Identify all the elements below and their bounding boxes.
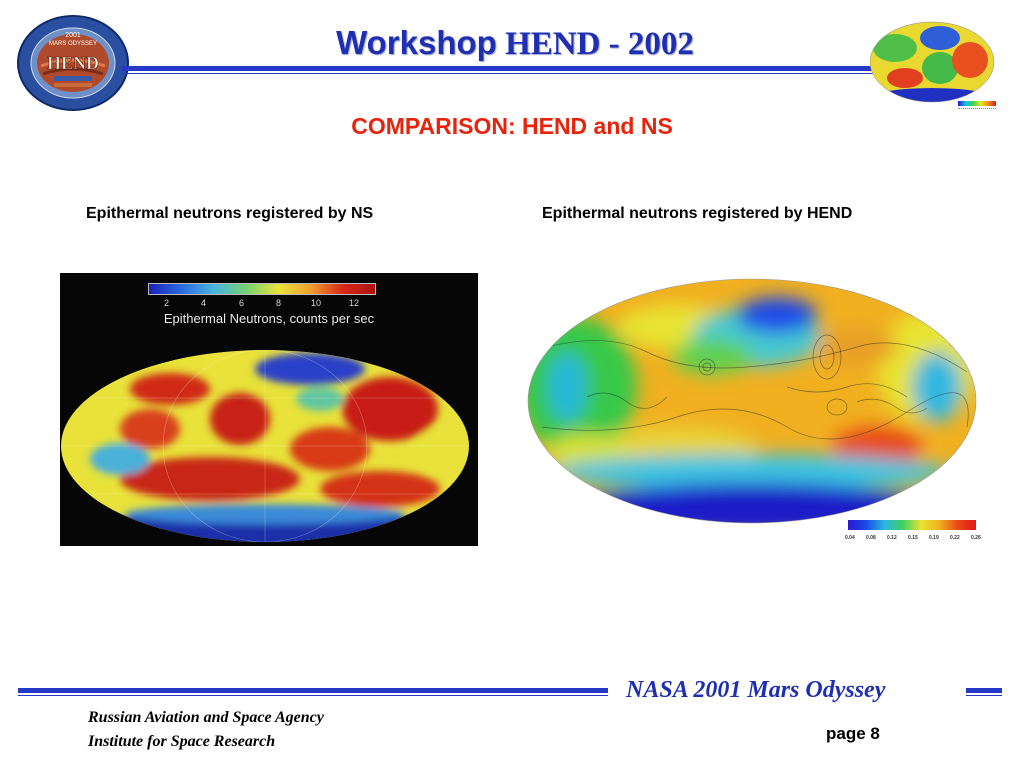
hend-tick: 0.12 <box>887 535 897 541</box>
title-rest: HEND - 2002 <box>505 26 694 62</box>
ns-tick: 8 <box>276 298 282 308</box>
page-number: page 8 <box>826 724 880 743</box>
mission-name: NASA 2001 Mars Odyssey <box>626 677 886 703</box>
hend-tick: 0.22 <box>950 535 960 541</box>
footer-rule-right-thin <box>966 695 1002 696</box>
hend-caption: Epithermal neutrons registered by HEND <box>542 205 853 222</box>
hend-tick: 0.08 <box>866 535 876 541</box>
thumbnail-colorbar <box>958 101 996 106</box>
ns-tick: 10 <box>311 298 322 308</box>
hend-tick: 0.15 <box>908 535 918 541</box>
ns-tick: 4 <box>201 298 207 308</box>
ns-tick: 2 <box>164 298 170 308</box>
hend-colorbar-ticks: 0.04 0.08 0.12 0.15 0.19 0.22 0.26 <box>844 535 984 543</box>
hend-map <box>527 278 977 524</box>
ns-colorbar-ticks: 2 4 6 8 10 12 <box>148 298 374 310</box>
header-rule <box>122 66 874 71</box>
logo-text-mission: MARS ODYSSEY <box>49 41 97 47</box>
hend-colorbar <box>848 520 976 530</box>
logo-text-hend: HEND <box>47 53 99 73</box>
footer-rule-right <box>966 688 1002 693</box>
ns-map-panel: 2 4 6 8 10 12 Epithermal Neutrons, count… <box>60 273 478 546</box>
ns-map <box>61 350 469 542</box>
agency-name: Russian Aviation and Space Agency <box>88 709 324 726</box>
footer-rule-left-thin <box>18 695 608 696</box>
header-rule-thin <box>122 73 874 74</box>
hend-tick: 0.19 <box>929 535 939 541</box>
agency-logo: 2001 MARS ODYSSEY HEND <box>16 14 130 112</box>
institute-name: Institute for Space Research <box>88 733 276 750</box>
slide-subtitle: COMPARISON: HEND and NS <box>351 113 673 139</box>
ns-tick: 12 <box>349 298 360 308</box>
thumbnail-map <box>869 20 998 110</box>
title-word: Workshop <box>336 24 497 61</box>
footer-rule-left <box>18 688 608 693</box>
ns-caption: Epithermal neutrons registered by NS <box>86 205 374 222</box>
thumbnail-colorbar-ticks <box>958 108 996 111</box>
hend-tick: 0.26 <box>971 535 981 541</box>
ns-colorbar <box>148 283 376 295</box>
ns-tick: 6 <box>239 298 245 308</box>
ns-colorbar-label: Epithermal Neutrons, counts per sec <box>163 311 375 326</box>
logo-text-year: 2001 <box>65 32 81 39</box>
hend-tick: 0.04 <box>845 535 855 541</box>
page-title: Workshop HEND - 2002 <box>300 24 730 63</box>
